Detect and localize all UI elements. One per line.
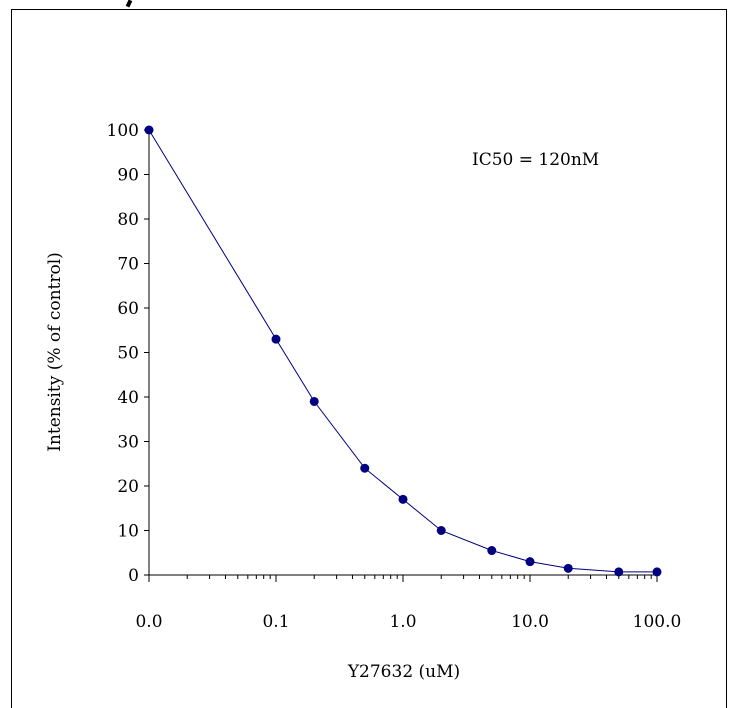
data-point — [436, 526, 446, 535]
chart-frame — [11, 9, 727, 708]
x-tick-label: 0.0 — [135, 612, 162, 632]
data-point — [487, 546, 497, 556]
data-point — [614, 567, 624, 577]
data-points — [144, 125, 662, 577]
data-point — [563, 563, 573, 573]
series-line — [148, 129, 657, 573]
y-tick-label: 10 — [117, 522, 139, 542]
data-point — [144, 125, 154, 135]
x-axis-label: Y27632 (uM) — [347, 662, 460, 682]
y-tick-label: 50 — [117, 344, 139, 364]
y-axis-label: Intensity (% of control) — [45, 252, 65, 452]
data-point — [398, 494, 408, 504]
y-tick-label: 100 — [107, 121, 139, 141]
y-ticks: 0 10 20 30 40 50 60 70 80 90 100 — [107, 121, 149, 586]
y-tick-label: 30 — [117, 433, 139, 453]
axes — [148, 130, 657, 576]
y-tick-label: 70 — [117, 255, 139, 275]
data-point — [271, 334, 281, 344]
y-tick-label: 60 — [117, 299, 139, 319]
y-tick-label: 80 — [117, 210, 139, 230]
y-tick-label: 40 — [117, 388, 139, 408]
y-tick-label: 0 — [128, 566, 139, 586]
x-ticks: 0.0 0.1 1.0 10.0 100.0 — [135, 575, 681, 632]
x-tick-label: 100.0 — [633, 612, 682, 632]
y-tick-label: 20 — [117, 477, 139, 497]
y-tick-label: 90 — [117, 166, 139, 186]
x-tick-label: 1.0 — [389, 612, 416, 632]
data-point — [309, 396, 319, 406]
x-tick-label: 0.1 — [262, 612, 289, 632]
ic50-annotation: IC50 = 120nM — [472, 150, 599, 170]
data-point — [525, 557, 535, 567]
x-tick-label: 10.0 — [511, 612, 549, 632]
data-point — [360, 463, 370, 473]
data-point — [652, 567, 662, 577]
